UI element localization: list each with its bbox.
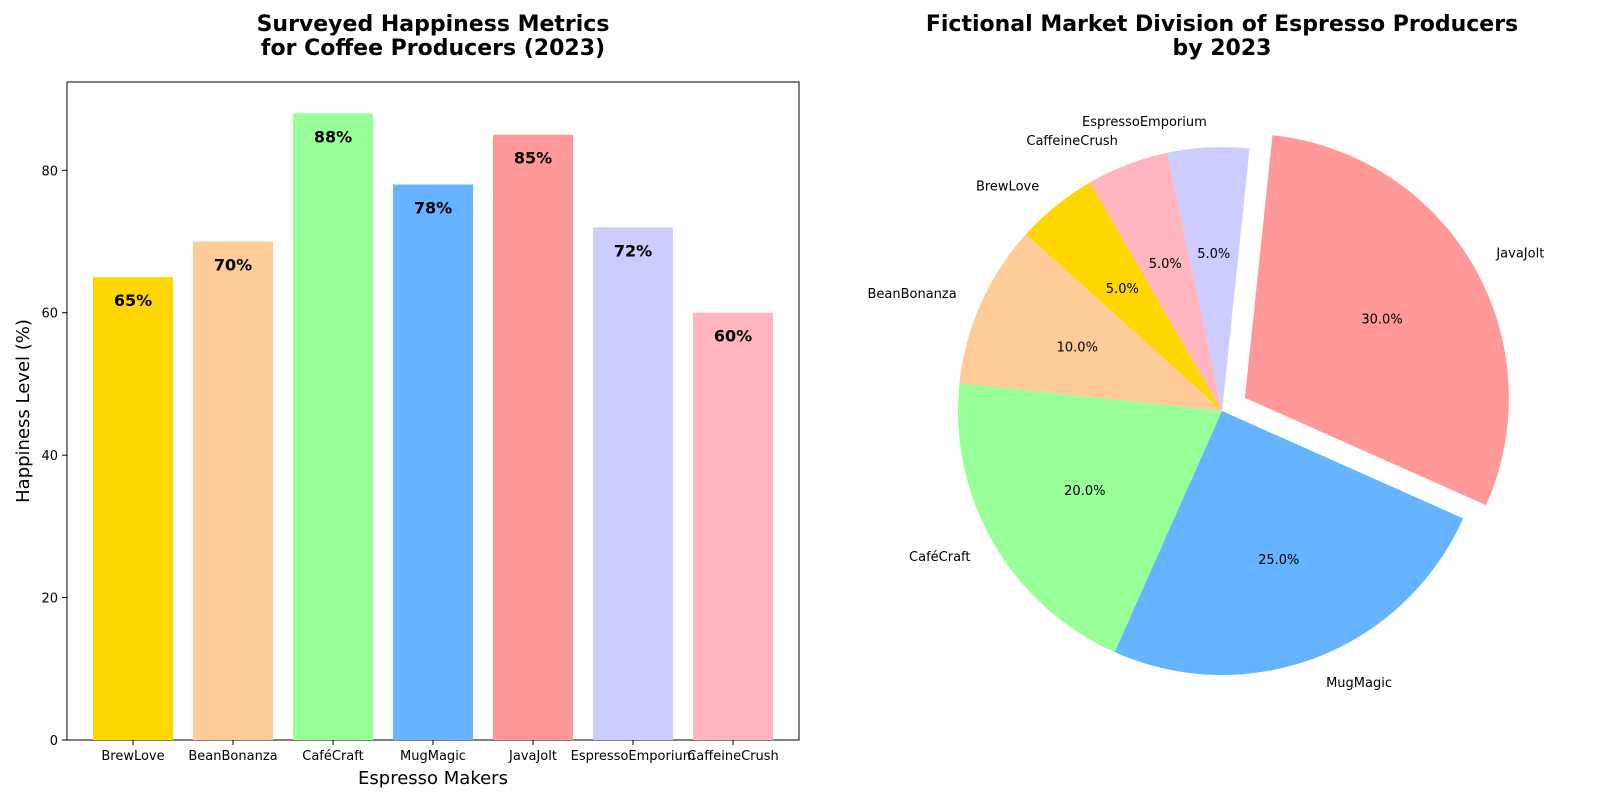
bar-value-label: 88%	[314, 127, 352, 146]
pie-percent-label: 5.0%	[1149, 257, 1182, 272]
bar	[693, 312, 773, 740]
bar	[293, 113, 373, 741]
pie-labels: BrewLove 5.0% BeanBonanza 10.0% CaféCraft 20.…	[867, 115, 1544, 691]
x-tick-label: JavaJolt	[508, 749, 557, 764]
bar-chart: Surveyed Happiness Metrics for Coffee Pro…	[13, 12, 800, 789]
pie-slice-label: JavaJolt	[1495, 247, 1544, 262]
x-tick-label: CaféCraft	[302, 749, 363, 764]
pie-slices	[958, 135, 1509, 675]
x-axis-label: Espresso Makers	[358, 768, 508, 789]
x-tick-label: CaffeineCrush	[687, 749, 779, 764]
pie-percent-label: 25.0%	[1258, 553, 1299, 568]
pie-slice-label: CaféCraft	[909, 550, 970, 565]
title-line: Fictional Market Division of Espresso Pr…	[926, 12, 1518, 37]
bar-value-label: 78%	[414, 199, 452, 218]
bar	[593, 227, 673, 741]
bar	[93, 277, 173, 740]
pie-slice	[1244, 135, 1509, 506]
y-tick-label: 20	[41, 592, 58, 607]
y-axis-ticks: 0 20 40 60 80	[41, 164, 67, 749]
bar	[393, 184, 473, 740]
pie-percent-label: 5.0%	[1197, 247, 1230, 262]
bar	[193, 241, 273, 741]
pie-slice-label: BrewLove	[976, 179, 1039, 194]
bar-value-label: 72%	[614, 241, 652, 260]
pie-slice-label: CaffeineCrush	[1026, 134, 1118, 149]
pie-slice	[958, 383, 1222, 653]
pie-chart: Fictional Market Division of Espresso Pr…	[867, 12, 1544, 691]
y-tick-label: 80	[41, 164, 58, 179]
bar-value-label: 70%	[214, 256, 252, 275]
pie-percent-label: 20.0%	[1064, 484, 1105, 499]
title-line: by 2023	[1173, 36, 1272, 61]
pie-slice	[1167, 147, 1250, 412]
y-axis-label: Happiness Level (%)	[13, 319, 34, 503]
pie-slice	[1090, 152, 1222, 411]
y-tick-label: 60	[41, 307, 58, 322]
x-tick-label: BeanBonanza	[188, 749, 277, 764]
bar-value-label: 60%	[714, 327, 752, 346]
bar-value-label: 65%	[114, 291, 152, 310]
pie-slice-label: BeanBonanza	[867, 287, 956, 302]
pie-slice	[1114, 411, 1464, 675]
pie-slice-label: EspressoEmporium	[1082, 115, 1207, 130]
pie-percent-label: 10.0%	[1057, 341, 1098, 356]
y-tick-label: 40	[41, 449, 58, 464]
bar-chart-title: Surveyed Happiness Metrics for Coffee Pro…	[257, 12, 610, 61]
pie-chart-title: Fictional Market Division of Espresso Pr…	[926, 12, 1518, 61]
title-line: Surveyed Happiness Metrics	[257, 12, 610, 37]
bar-value-label: 85%	[514, 149, 552, 168]
pie-percent-label: 5.0%	[1106, 282, 1139, 297]
x-tick-label: BrewLove	[101, 749, 164, 764]
x-tick-label: MugMagic	[400, 749, 466, 764]
pie-slice	[959, 234, 1222, 411]
pie-slice	[1025, 182, 1222, 411]
bar-marks: 65% 70% 88% 78% 85% 72% 60%	[93, 113, 773, 741]
y-tick-label: 0	[50, 734, 58, 749]
x-axis-ticks: BrewLove BeanBonanza CaféCraft MugMagic Java…	[101, 740, 779, 764]
title-line: for Coffee Producers (2023)	[261, 36, 605, 61]
bar	[493, 134, 573, 741]
pie-slice-label: MugMagic	[1326, 676, 1392, 691]
pie-percent-label: 30.0%	[1361, 313, 1402, 328]
x-tick-label: EspressoEmporium	[571, 749, 696, 764]
